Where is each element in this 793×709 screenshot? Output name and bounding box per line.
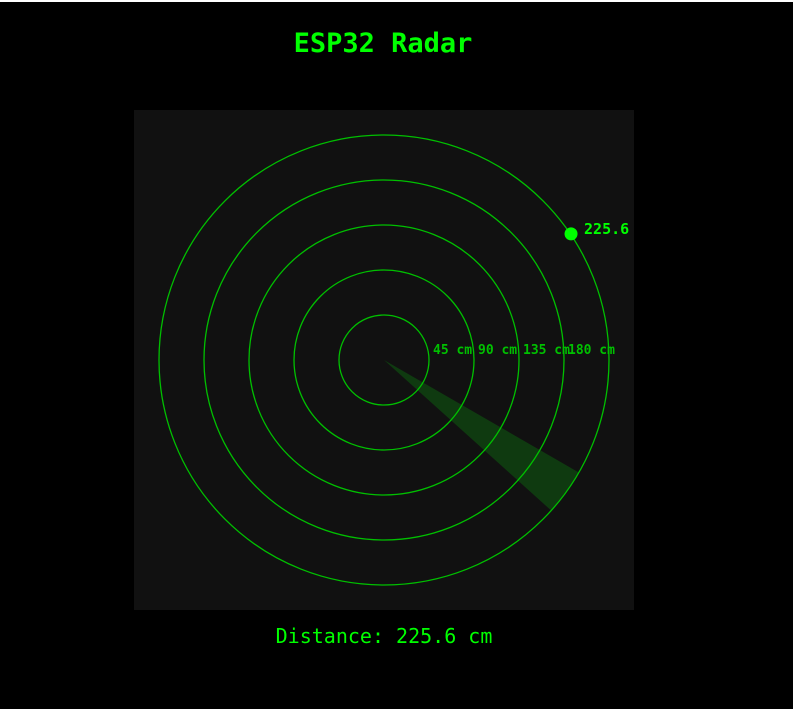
range-ring-135: [248, 224, 520, 496]
range-ring-label-135: 135 cm: [523, 343, 570, 358]
window-top-border: [0, 0, 793, 2]
range-ring-180: [203, 179, 565, 541]
range-ring-label-180: 180 cm: [568, 343, 615, 358]
range-ring-90: [293, 269, 475, 451]
page-title: ESP32 Radar: [293, 28, 473, 59]
distance-readout: Distance: 225.6 cm: [275, 624, 493, 648]
range-ring-outer: [158, 134, 610, 586]
target-blip: [564, 227, 578, 241]
range-ring-label-90: 90 cm: [478, 343, 517, 358]
radar-sweep-beam: [384, 360, 579, 511]
range-ring-45: [338, 314, 430, 406]
range-ring-label-45: 45 cm: [433, 343, 472, 358]
target-distance-label: 225.6 cm: [584, 220, 634, 238]
